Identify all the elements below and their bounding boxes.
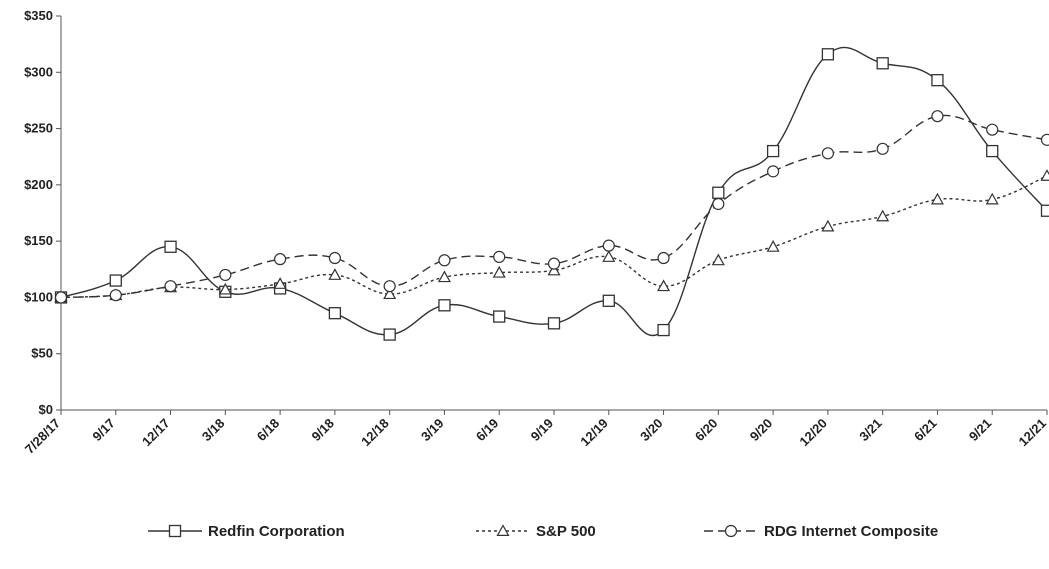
data-point bbox=[657, 323, 670, 337]
data-point bbox=[273, 277, 287, 289]
data-point bbox=[328, 307, 342, 320]
data-point bbox=[602, 250, 616, 262]
data-point bbox=[383, 328, 396, 341]
data-point bbox=[767, 165, 780, 178]
data-point bbox=[876, 209, 890, 222]
legend-item: RDG Internet Composite bbox=[704, 523, 938, 540]
y-tick-label: $300 bbox=[24, 64, 53, 79]
data-point bbox=[328, 268, 342, 280]
x-tick-label: 9/17 bbox=[89, 416, 118, 445]
x-tick-label: 9/18 bbox=[309, 416, 338, 445]
x-tick-label: 12/17 bbox=[139, 416, 173, 450]
data-point bbox=[602, 239, 615, 252]
data-point bbox=[492, 265, 506, 278]
data-point bbox=[1040, 204, 1049, 217]
data-point bbox=[493, 310, 506, 323]
x-tick-label: 12/20 bbox=[796, 416, 830, 450]
y-tick-label: $200 bbox=[24, 177, 53, 192]
data-point bbox=[657, 279, 671, 292]
x-tick-label: 6/18 bbox=[254, 416, 283, 445]
data-point bbox=[218, 282, 232, 295]
data-point bbox=[109, 289, 122, 302]
data-point bbox=[547, 263, 561, 276]
data-point bbox=[219, 268, 232, 282]
series-redfin-corporation bbox=[54, 46, 1049, 341]
data-point bbox=[54, 291, 68, 304]
x-tick-label: 6/21 bbox=[911, 416, 940, 445]
legend-marker bbox=[724, 524, 738, 538]
x-tick-label: 9/19 bbox=[528, 416, 557, 445]
y-tick-label: $100 bbox=[24, 289, 53, 304]
data-point bbox=[876, 142, 889, 155]
data-point bbox=[437, 270, 451, 283]
data-point bbox=[1040, 169, 1049, 181]
series-s-p-500 bbox=[54, 169, 1049, 303]
data-point bbox=[109, 274, 122, 287]
data-point bbox=[164, 280, 177, 293]
legend-label: RDG Internet Composite bbox=[764, 523, 938, 540]
data-point bbox=[930, 192, 944, 205]
data-point bbox=[931, 110, 944, 123]
data-point bbox=[712, 186, 725, 199]
x-tick-label: 3/19 bbox=[418, 416, 447, 445]
data-point bbox=[164, 240, 177, 253]
data-point bbox=[657, 251, 670, 265]
series-rdg-internet-composite bbox=[54, 110, 1049, 304]
data-point bbox=[821, 48, 835, 61]
y-tick-label: $250 bbox=[24, 121, 53, 136]
series-line bbox=[60, 46, 1048, 337]
y-tick-label: $50 bbox=[31, 346, 53, 361]
y-tick-label: $350 bbox=[24, 8, 53, 23]
data-point bbox=[986, 123, 999, 136]
data-point bbox=[821, 219, 835, 232]
data-point bbox=[383, 280, 396, 293]
axes: $0 $50 $100 $150 $200 $250 $300 $350 7/28/17 9/17… bbox=[22, 8, 1049, 457]
data-point bbox=[986, 144, 999, 158]
y-tick-label: $0 bbox=[39, 402, 53, 417]
legend-marker bbox=[496, 524, 510, 537]
legend-item: Redfin Corporation bbox=[148, 523, 345, 540]
x-tick-label: 7/28/17 bbox=[22, 416, 63, 457]
x-tick-label: 3/20 bbox=[637, 416, 666, 445]
data-point bbox=[547, 317, 561, 330]
data-point bbox=[438, 299, 451, 312]
x-tick-label: 9/20 bbox=[747, 416, 776, 445]
x-tick-label: 3/18 bbox=[199, 416, 228, 445]
data-point bbox=[438, 254, 451, 267]
x-tick-label: 12/21 bbox=[1016, 416, 1049, 450]
data-point bbox=[547, 257, 561, 270]
data-point bbox=[766, 240, 780, 252]
data-point bbox=[711, 253, 725, 266]
x-tick-label: 12/19 bbox=[577, 416, 611, 450]
data-point bbox=[766, 144, 780, 158]
data-point bbox=[493, 250, 506, 264]
legend-marker bbox=[168, 524, 182, 538]
legend: Redfin Corporation S&P 500 RDG Internet Co… bbox=[148, 523, 938, 540]
data-point bbox=[1040, 133, 1049, 146]
x-tick-label: 6/19 bbox=[473, 416, 502, 445]
data-point bbox=[328, 251, 341, 265]
data-point bbox=[602, 294, 615, 307]
data-point bbox=[876, 57, 889, 70]
x-tick-label: 6/20 bbox=[692, 416, 721, 445]
data-point bbox=[821, 147, 834, 160]
data-point bbox=[931, 74, 944, 87]
data-point bbox=[712, 197, 725, 211]
x-tick-label: 9/21 bbox=[966, 416, 995, 445]
series-layer bbox=[54, 46, 1049, 341]
legend-item: S&P 500 bbox=[476, 523, 596, 540]
x-tick-label: 12/18 bbox=[358, 416, 392, 450]
legend-label: S&P 500 bbox=[536, 523, 596, 540]
data-point bbox=[274, 253, 287, 266]
data-point bbox=[383, 287, 397, 300]
data-point bbox=[985, 192, 999, 205]
legend-label: Redfin Corporation bbox=[208, 523, 345, 540]
y-tick-label: $150 bbox=[24, 233, 53, 248]
x-tick-label: 3/21 bbox=[856, 416, 885, 445]
